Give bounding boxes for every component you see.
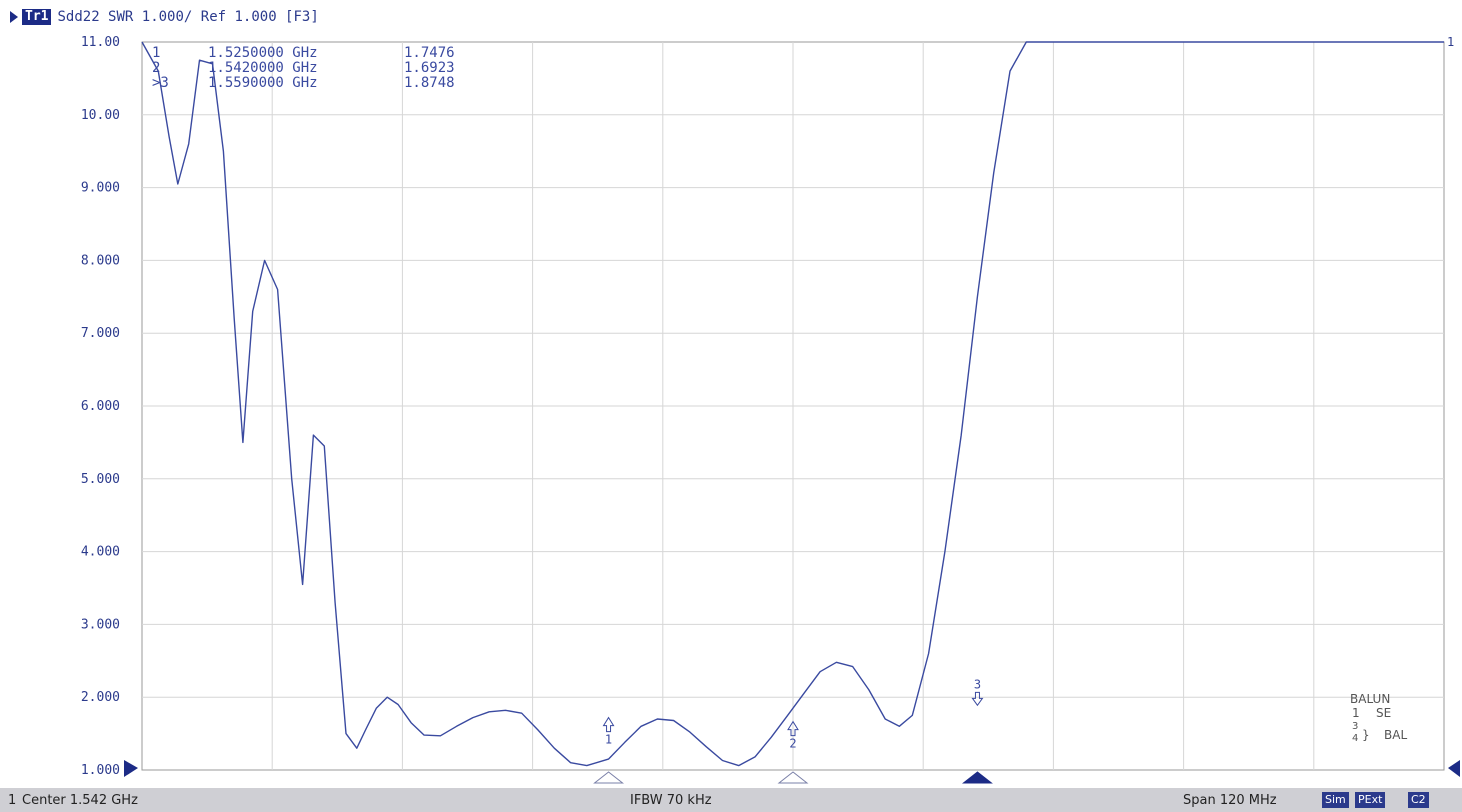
marker-position-triangle[interactable] <box>777 771 809 784</box>
y-tick-label: 4.000 <box>81 545 120 560</box>
y-tick-label: 6.000 <box>81 399 120 414</box>
grid-lines <box>142 42 1444 770</box>
right-edge-label: 1 <box>1447 35 1454 49</box>
status-span[interactable]: Span 120 MHz <box>1183 792 1277 808</box>
marker-arrow-icon[interactable] <box>787 720 799 737</box>
balun-legend: BALUN 1 SE 3 4 } BAL <box>1350 692 1407 744</box>
marker-position-triangle[interactable] <box>962 771 993 784</box>
trace-header[interactable]: Tr1 Sdd22 SWR 1.000/ Ref 1.000 [F3] <box>10 8 319 26</box>
balun-row2-brace: } <box>1362 728 1370 742</box>
y-tick-label: 1.000 <box>81 763 120 778</box>
marker-table-freq: 1.5420000 GHz <box>208 60 318 76</box>
right-reference-arrow[interactable] <box>1448 760 1460 777</box>
marker-arrow-icon[interactable] <box>602 716 615 733</box>
marker-label: 3 <box>974 677 981 691</box>
balun-row1-number: 1 <box>1352 706 1360 720</box>
status-ifbw[interactable]: IFBW 70 kHz <box>630 792 712 808</box>
pext-badge[interactable]: PExt <box>1355 792 1386 808</box>
c2-badge[interactable]: C2 <box>1408 792 1429 808</box>
status-bar: 1 Center 1.542 GHz IFBW 70 kHz Span 120 … <box>0 788 1462 812</box>
y-tick-label: 9.000 <box>81 181 120 196</box>
y-tick-label: 5.000 <box>81 472 120 487</box>
marker-table-freq: 1.5590000 GHz <box>208 75 318 91</box>
trace-badge[interactable]: Tr1 <box>22 9 52 25</box>
sim-badge[interactable]: Sim <box>1322 792 1349 808</box>
marker-position-triangle[interactable] <box>593 771 624 784</box>
marker-table-id: 2 <box>152 60 160 76</box>
marker-label: 1 <box>605 733 612 747</box>
trace-layer <box>141 41 1444 767</box>
y-axis-ticks: 11.00 10.00 9.000 8.000 7.000 6.000 5.000 4.000… <box>81 35 120 778</box>
y-tick-label: 8.000 <box>81 253 120 268</box>
swr-trace-line <box>141 41 1444 767</box>
marker-arrow-icon[interactable] <box>971 691 984 707</box>
y-tick-label: 7.000 <box>81 326 120 341</box>
marker-table: 1 1.5250000 GHz 1.7476 2 1.5420000 GHz 1.6923… <box>152 45 455 91</box>
balun-row2-number-bottom: 4 <box>1352 733 1358 744</box>
balun-row2-label: BAL <box>1384 728 1407 742</box>
marker-label: 2 <box>789 737 796 751</box>
marker-table-value: 1.8748 <box>404 75 455 91</box>
balun-title: BALUN <box>1350 692 1390 706</box>
left-reference-arrow[interactable] <box>124 760 138 777</box>
trace-info: Sdd22 SWR 1.000/ Ref 1.000 [F3] <box>57 9 319 25</box>
y-tick-label: 3.000 <box>81 617 120 632</box>
y-tick-label: 11.00 <box>81 35 120 50</box>
marker-table-value: 1.7476 <box>404 45 455 61</box>
status-channel: 1 <box>8 792 17 808</box>
y-tick-label: 10.00 <box>81 108 120 123</box>
trace-play-icon <box>10 11 18 23</box>
status-center[interactable]: Center 1.542 GHz <box>22 792 138 808</box>
marker-table-freq: 1.5250000 GHz <box>208 45 318 61</box>
y-tick-label: 2.000 <box>81 690 120 705</box>
balun-row2-number-top: 3 <box>1352 721 1358 732</box>
marker-table-value: 1.6923 <box>404 60 455 76</box>
marker-layer: 1 2 3 <box>593 677 993 784</box>
balun-row1-label: SE <box>1376 706 1391 720</box>
marker-table-id: >3 <box>152 75 169 91</box>
marker-table-id: 1 <box>152 45 160 61</box>
trace-title-bar: Tr1 Sdd22 SWR 1.000/ Ref 1.000 [F3] <box>0 0 1462 30</box>
